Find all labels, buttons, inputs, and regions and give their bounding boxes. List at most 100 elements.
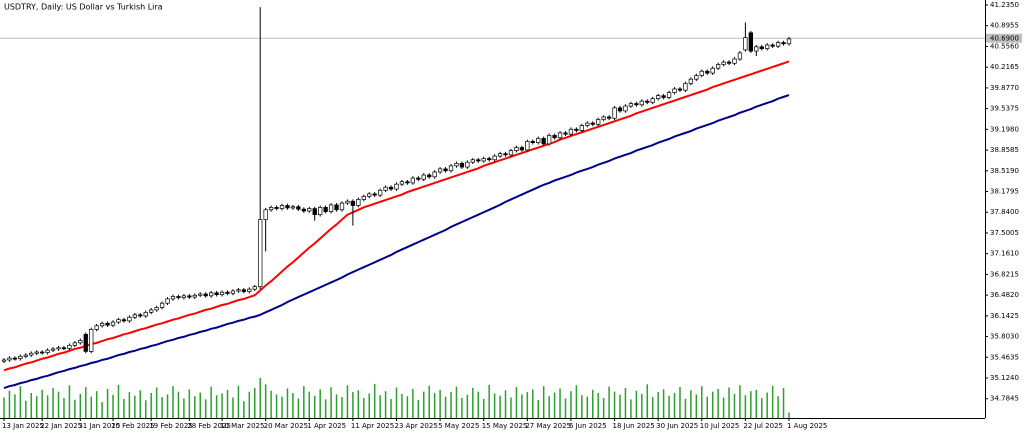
candle-body <box>606 116 612 119</box>
volume-bar <box>112 394 114 418</box>
candle-body <box>214 292 219 295</box>
volume-bar <box>728 387 730 418</box>
volume-bar <box>488 384 490 418</box>
volume-bar <box>101 402 103 418</box>
volume-bar <box>651 397 654 418</box>
candle-body <box>383 186 388 191</box>
volume-bar <box>335 394 338 418</box>
volume-bar <box>499 395 501 418</box>
volume-bar <box>755 389 758 418</box>
volume-bar <box>297 398 300 418</box>
volume-bar <box>657 392 659 418</box>
volume-bar <box>264 384 267 418</box>
y-tick-label: 39.8770 <box>990 84 1019 92</box>
candle-body <box>617 107 623 112</box>
candle-body <box>639 100 644 106</box>
candle-body <box>78 340 83 344</box>
candle-body <box>203 293 208 297</box>
volume-bar <box>602 398 605 418</box>
price-label: 40.6900 <box>990 34 1019 42</box>
candle-body <box>737 52 743 60</box>
candle-body <box>225 291 230 294</box>
volume-bar <box>275 394 278 418</box>
candle-body <box>176 296 181 299</box>
volume-bar <box>706 396 708 418</box>
volume-bar <box>788 412 790 418</box>
y-tick-label: 38.8585 <box>990 146 1019 154</box>
candle-body <box>546 134 552 145</box>
candle-body <box>29 352 34 356</box>
candle-body <box>230 290 236 294</box>
candle-body <box>563 132 568 135</box>
volume-bar <box>128 392 131 418</box>
candle-body <box>334 204 339 211</box>
candle-body <box>372 193 377 196</box>
candle-body <box>23 354 28 357</box>
volume-bar <box>117 384 120 418</box>
volume-bar <box>733 393 736 418</box>
candle-body <box>552 134 557 139</box>
volume-bar <box>166 394 169 418</box>
candle-body <box>781 42 786 45</box>
volume-bar <box>466 394 469 418</box>
volume-bar <box>63 398 65 418</box>
volume-bar <box>395 387 398 418</box>
y-tick-label: 34.7845 <box>990 395 1019 403</box>
volume-bar <box>450 392 452 418</box>
volume-bar <box>8 390 11 418</box>
x-tick-label: 5 May 2025 <box>438 422 479 430</box>
candle-body <box>759 46 764 49</box>
volume-bar <box>619 394 621 418</box>
moving-average <box>3 60 790 372</box>
x-tick-label: 10 Jul 2025 <box>700 422 740 430</box>
volume-bar <box>57 391 60 418</box>
volume-bar <box>52 388 54 418</box>
candle-body <box>476 159 481 162</box>
volume-bar <box>226 389 229 418</box>
volume-bar <box>292 393 294 418</box>
candle-body <box>345 200 350 204</box>
volume-bar <box>237 385 240 418</box>
volume-bar <box>750 391 752 418</box>
candle-body <box>290 206 296 209</box>
candle-body <box>116 319 121 323</box>
volume-bar <box>3 397 5 418</box>
volume-bar <box>123 398 125 418</box>
candle-body <box>405 181 410 184</box>
candle-body <box>666 92 672 98</box>
candle-body <box>683 83 688 91</box>
candle-body <box>634 103 639 106</box>
volume-bar <box>493 393 496 418</box>
candle-body <box>149 309 154 313</box>
y-tick-label: 36.1425 <box>990 312 1019 320</box>
candle-body <box>40 351 45 354</box>
candle-body <box>56 347 61 350</box>
volume-bar <box>608 386 610 418</box>
candle-body <box>219 291 225 295</box>
volume-bar <box>526 392 529 418</box>
volume-bar <box>68 385 71 418</box>
volume-bar <box>286 388 289 418</box>
candle-body <box>672 88 677 93</box>
volume-bar <box>259 378 261 418</box>
candle-body <box>67 344 72 349</box>
volume-bar <box>232 397 234 418</box>
volume-bar <box>613 391 616 418</box>
volume-bar <box>597 393 599 418</box>
x-tick-label: 30 Jun 2025 <box>656 422 698 430</box>
volume-bar <box>248 391 251 418</box>
y-tick-label: 36.4820 <box>990 291 1019 299</box>
candle-body <box>574 128 579 131</box>
volume-bar <box>390 398 392 418</box>
volume-bar <box>766 392 768 418</box>
x-tick-label: 19 Feb 2025 <box>149 422 193 430</box>
candle-body <box>596 119 601 125</box>
volume-bar <box>341 397 343 418</box>
volume-bar <box>194 396 196 418</box>
candle-body <box>377 189 383 196</box>
volume-bar <box>477 391 480 418</box>
volume-bar <box>144 400 147 418</box>
candle-body <box>497 153 503 157</box>
